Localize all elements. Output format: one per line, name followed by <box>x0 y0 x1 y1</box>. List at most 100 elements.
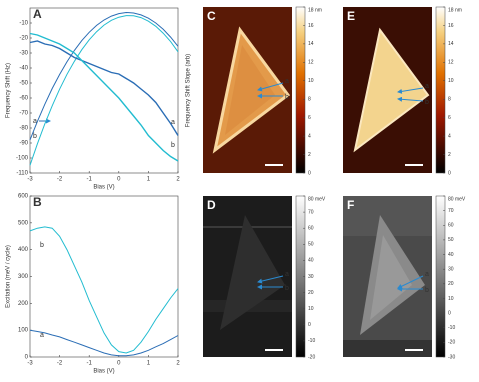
y-tick-label: -50 <box>19 81 28 87</box>
colorbar-tick-label: 70 <box>308 209 314 215</box>
colorbar-tick-label: 12 <box>308 60 314 66</box>
colorbar <box>295 6 306 174</box>
colorbar-tick-label: 50 <box>448 237 454 243</box>
colorbar-tick-label: 2 <box>448 152 451 158</box>
y-tick-label: -30 <box>19 51 28 57</box>
colorbar-tick-label: 30 <box>448 267 454 273</box>
x-tick-label: 2 <box>176 361 180 367</box>
y-tick-label: -100 <box>16 156 29 162</box>
annotation: b <box>425 287 429 294</box>
colorbar-tick-label: 0 <box>448 170 451 176</box>
x-tick-label: 2 <box>176 177 180 183</box>
annotation: a <box>33 118 37 125</box>
colorbar-tick-label: 16 <box>308 23 314 29</box>
colorbar-tick-label: 10 <box>308 78 314 84</box>
colorbar-tick-label: 60 <box>308 226 314 232</box>
annotation: a <box>285 271 289 278</box>
colorbar-tick-label: 2 <box>308 152 311 158</box>
y-axis-label: Excitation (meV / cycle) <box>6 245 12 308</box>
image-c <box>203 7 292 173</box>
colorbar-tick-label: -30 <box>448 354 455 360</box>
panel-label: F <box>347 198 354 212</box>
y-tick-label: -90 <box>19 141 28 147</box>
colorbar-tick-label: 18 nm <box>448 7 462 13</box>
colorbar-tick-label: 12 <box>448 60 454 66</box>
annotation: b <box>40 242 44 249</box>
annotation: b <box>425 99 429 106</box>
y-tick-label: -40 <box>19 66 28 72</box>
x-tick-label: -1 <box>87 177 93 183</box>
colorbar-tick-label: 0 <box>308 170 311 176</box>
colorbar-tick-label: 0 <box>448 310 451 316</box>
colorbar-tick-label: 14 <box>448 41 454 47</box>
colorbar-tick-label: 30 <box>308 274 314 280</box>
y-tick-label: -20 <box>19 36 28 42</box>
colorbar-tick-label: 10 <box>448 78 454 84</box>
y-tick-label: 400 <box>18 247 29 253</box>
colorbar <box>435 195 446 358</box>
colorbar-tick-label: 16 <box>448 23 454 29</box>
colorbar-tick-label: 20 <box>308 290 314 296</box>
y-tick-label: -10 <box>19 21 28 27</box>
colorbar-tick-label: -20 <box>448 340 455 346</box>
x-tick-label: -2 <box>57 361 63 367</box>
x-tick-label: -3 <box>27 177 33 183</box>
colorbar-tick-label: 0 <box>308 322 311 328</box>
x-tick-label: 0 <box>117 361 121 367</box>
annotation: a <box>40 332 44 339</box>
colorbar-tick-label: 40 <box>308 258 314 264</box>
colorbar-tick-label: 14 <box>308 41 314 47</box>
image-e <box>343 7 432 173</box>
annotation: a <box>171 119 175 126</box>
y-tick-label: -110 <box>16 171 28 177</box>
y-tick-label: -60 <box>19 96 28 102</box>
y-tick-label: -70 <box>19 111 28 117</box>
panel-label: E <box>347 9 355 23</box>
y-tick-label: 200 <box>18 301 29 307</box>
x-axis-label: Bias (V) <box>93 369 114 375</box>
colorbar-tick-label: 4 <box>448 133 451 139</box>
x-axis-label: Bias (V) <box>93 185 114 191</box>
series-line <box>29 226 179 354</box>
colorbar-tick-label: -20 <box>308 354 315 360</box>
annotation: b <box>285 94 289 101</box>
annotation: a <box>425 83 429 90</box>
x-tick-label: 1 <box>147 177 151 183</box>
panel-label: A <box>33 7 42 21</box>
y2-axis-label: Frequency Shift Slope (arb) <box>186 54 192 127</box>
annotation: b <box>285 285 289 292</box>
y-tick-label: 500 <box>18 220 29 226</box>
x-tick-label: -3 <box>27 361 33 367</box>
plot-frame <box>29 7 179 174</box>
colorbar-tick-label: 18 nm <box>308 7 322 13</box>
y-tick-label: 600 <box>18 194 29 200</box>
image-f <box>343 196 432 357</box>
y-axis-label: Frequency Shift (Hz) <box>6 63 12 118</box>
colorbar-tick-label: 6 <box>308 115 311 121</box>
panel-label: D <box>207 198 216 212</box>
y-tick-label: 100 <box>18 328 29 334</box>
series-line <box>29 40 179 136</box>
annotation: b <box>171 142 175 149</box>
colorbar-tick-label: 10 <box>448 296 454 302</box>
colorbar-tick-label: 6 <box>448 115 451 121</box>
colorbar-tick-label: 10 <box>308 306 314 312</box>
panel-label: B <box>33 195 42 209</box>
series-line <box>29 15 179 166</box>
colorbar-tick-label: -10 <box>448 325 455 331</box>
series-line <box>29 329 179 357</box>
colorbar-tick-label: -10 <box>308 338 315 344</box>
panel-label: C <box>207 9 216 23</box>
x-tick-label: 0 <box>117 177 121 183</box>
series-line <box>29 32 179 162</box>
colorbar-tick-label: 80 meV <box>308 196 326 202</box>
image-d <box>203 196 292 357</box>
annotation: b <box>33 133 37 140</box>
annotation: a <box>425 271 429 278</box>
y-tick-label: 300 <box>18 274 29 280</box>
colorbar-tick-label: 8 <box>308 97 311 103</box>
colorbar-tick-label: 8 <box>448 97 451 103</box>
x-tick-label: -2 <box>57 177 63 183</box>
x-tick-label: -1 <box>87 361 93 367</box>
